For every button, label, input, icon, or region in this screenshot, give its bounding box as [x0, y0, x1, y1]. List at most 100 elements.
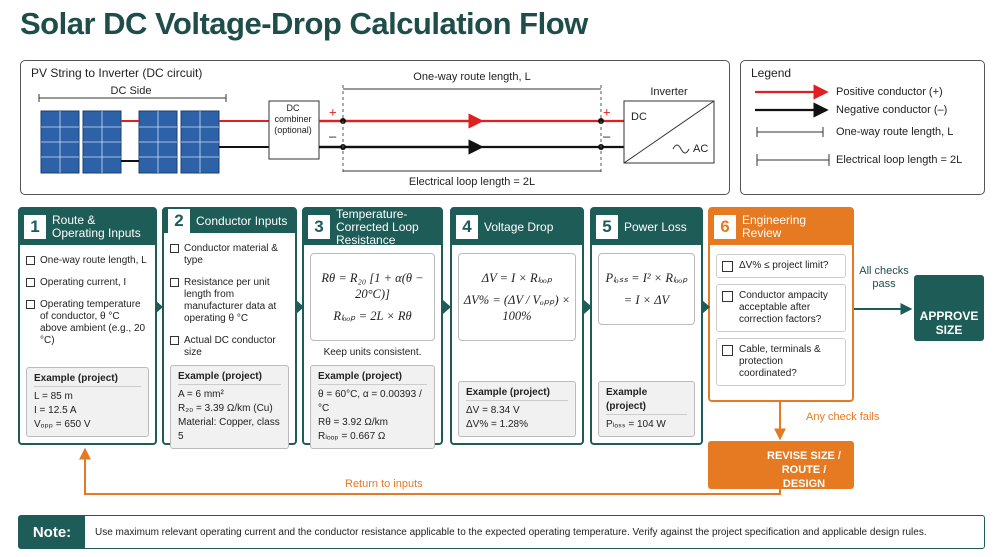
review-check: Cable, terminals & protection coordinate… [716, 338, 846, 386]
plus-sign: + [329, 104, 337, 119]
step-title: Power Loss [624, 219, 687, 234]
note-text: Use maximum relevant operating current a… [95, 526, 927, 538]
formula: Rₗₒₒₚ = 2L × Rθ [333, 309, 412, 323]
combiner-label: DC combiner (optional) [274, 103, 312, 135]
dimension-guides [342, 85, 602, 175]
review-check: ΔV% ≤ project limit? [716, 254, 846, 278]
example-box: Example (project) ΔV = 8.34 V ΔV% = 1.28% [458, 381, 576, 437]
pv-negative-wire [121, 146, 269, 162]
return-label: Return to inputs [345, 478, 423, 490]
step-body: Rθ = R₂₀ [1 + α(θ − 20°C)] Rₗₒₒₚ = 2L × R… [304, 245, 441, 455]
example-title: Example (project) [178, 370, 281, 385]
checklist-item: Actual DC conductor size [170, 335, 289, 359]
step-card: 5 Power Loss Pₗₒₛₛ = I² × Rₗₒₒₚ = I × ΔV Exa… [590, 207, 703, 445]
dc-side-label: DC Side [111, 85, 152, 97]
checklist-item: Resistance per unit length from manufact… [170, 277, 289, 325]
return-arrow [79, 447, 781, 495]
legend-item: Positive conductor (+) [836, 86, 943, 98]
example-line: θ = 60°C, α = 0.00393 /°C [318, 389, 422, 414]
route-length-label: One-way route length, L [413, 71, 530, 83]
checklist-item: Operating temperature of conductor, θ °C… [26, 299, 149, 347]
example-line: Rθ = 3.92 Ω/km [318, 417, 389, 428]
checkbox [170, 244, 179, 253]
formula: = I × ΔV [623, 293, 670, 307]
example-line: I = 12.5 A [34, 405, 77, 416]
step-header: 6 Engineering Review [710, 209, 852, 245]
checkbox [170, 278, 179, 287]
example-line: Vₒₚₚ = 650 V [34, 419, 91, 430]
checkbox [722, 291, 733, 302]
formula-box: ΔV = I × Rₗₒₒₚ ΔV% = (ΔV / Vₒₚₚ) × 100% [458, 253, 576, 341]
item-text: Conductor material & type [184, 243, 278, 266]
formula: Pₗₒₛₛ = I² × Rₗₒₒₚ [605, 271, 688, 285]
step-header: 5 Power Loss [592, 209, 701, 245]
step-title: Conductor Inputs [196, 213, 288, 228]
note-bar: Note: Use maximum relevant operating cur… [18, 515, 985, 549]
legend-item: Negative conductor (–) [836, 104, 947, 116]
circuit-panel: PV String to Inverter (DC circuit) DC Si… [20, 60, 730, 195]
formula-note: Keep units consistent. [323, 347, 422, 358]
approve-box: APPROVE SIZE [914, 275, 984, 341]
step-body: Pₗₒₛₛ = I² × Rₗₒₒₚ = I × ΔV Example (proje… [592, 245, 701, 443]
step-header: 1 Route & Operating Inputs [20, 209, 155, 245]
example-line: R₂₀ = 3.39 Ω/km (Cu) [178, 403, 273, 414]
page-title: Solar DC Voltage-Drop Calculation Flow [20, 6, 588, 41]
checklist-item: Conductor material & type [170, 243, 289, 267]
inverter-label: Inverter [650, 86, 688, 98]
legend-panel: Legend Positive conductor (+) Negative c… [740, 60, 985, 195]
example-box: Example (project) Pₗₒₛₛ = 104 W [598, 381, 695, 437]
legend-item: Electrical loop length = 2L [836, 154, 962, 166]
pass-label: All checks pass [859, 265, 909, 290]
inverter-ac: AC [693, 143, 708, 155]
example-line: ΔV = 8.34 V [466, 405, 520, 416]
step-number: 1 [24, 215, 46, 239]
loop-length-label: Electrical loop length = 2L [409, 176, 535, 188]
example-line: ΔV% = 1.28% [466, 419, 528, 430]
fail-label: Any check fails [806, 411, 880, 423]
step-title: Engineering Review [742, 213, 807, 240]
example-line: Rₗₒₒₚ = 0.667 Ω [318, 431, 386, 442]
item-text: Operating current, I [40, 277, 127, 288]
pv-cells [41, 111, 219, 173]
item-text: One-way route length, L [40, 255, 147, 266]
step-header: 4 Voltage Drop [452, 209, 582, 245]
step-card: 2 Conductor Inputs Conductor material & ty… [162, 207, 297, 449]
example-title: Example (project) [34, 372, 141, 387]
legend-title: Legend [751, 66, 791, 80]
example-box: Example (project) A = 6 mm² R₂₀ = 3.39 Ω/k… [170, 365, 289, 449]
revise-box: REVISE SIZE / ROUTE / DESIGN [708, 441, 854, 490]
check-text: Conductor ampacity acceptable after corr… [739, 290, 828, 325]
minus-sign: – [603, 128, 611, 143]
checkbox [26, 300, 35, 309]
example-line: A = 6 mm² [178, 389, 224, 400]
step-number: 2 [168, 209, 190, 233]
checklist-item: Operating current, I [26, 277, 149, 289]
step-number: 3 [308, 215, 330, 239]
example-title: Example (project) [606, 386, 687, 415]
example-line: Material: Copper, class 5 [178, 417, 280, 442]
checkbox [170, 336, 179, 345]
example-box: Example (project) L = 85 m I = 12.5 A Vₒₚₚ … [26, 367, 149, 437]
check-text: ΔV% ≤ project limit? [739, 260, 829, 271]
formula: ΔV = I × Rₗₒₒₚ [481, 271, 553, 285]
example-title: Example (project) [466, 386, 568, 401]
checkbox [722, 261, 733, 272]
dc-side-bracket [38, 94, 227, 102]
step-header: 2 Conductor Inputs [164, 209, 295, 233]
item-text: Resistance per unit length from manufact… [184, 277, 277, 324]
formula-box: Pₗₒₛₛ = I² × Rₗₒₒₚ = I × ΔV [598, 253, 695, 325]
formula: Rθ = R₂₀ [1 + α(θ − 20°C)] [321, 271, 424, 301]
check-text: Cable, terminals & protection coordinate… [739, 344, 821, 379]
circuit-title: PV String to Inverter (DC circuit) [31, 66, 202, 80]
legend-item: One-way route length, L [836, 126, 953, 138]
item-text: Actual DC conductor size [184, 335, 276, 358]
example-title: Example (project) [318, 370, 427, 385]
legend-loop [756, 154, 830, 166]
step-title: Route & Operating Inputs [52, 213, 141, 240]
step-title: Temperature-Corrected Loop Resistance [336, 206, 419, 247]
step-number: 6 [714, 215, 736, 239]
combiner-box [268, 100, 320, 160]
inverter-dc: DC [631, 111, 647, 123]
step-title: Voltage Drop [484, 219, 554, 234]
